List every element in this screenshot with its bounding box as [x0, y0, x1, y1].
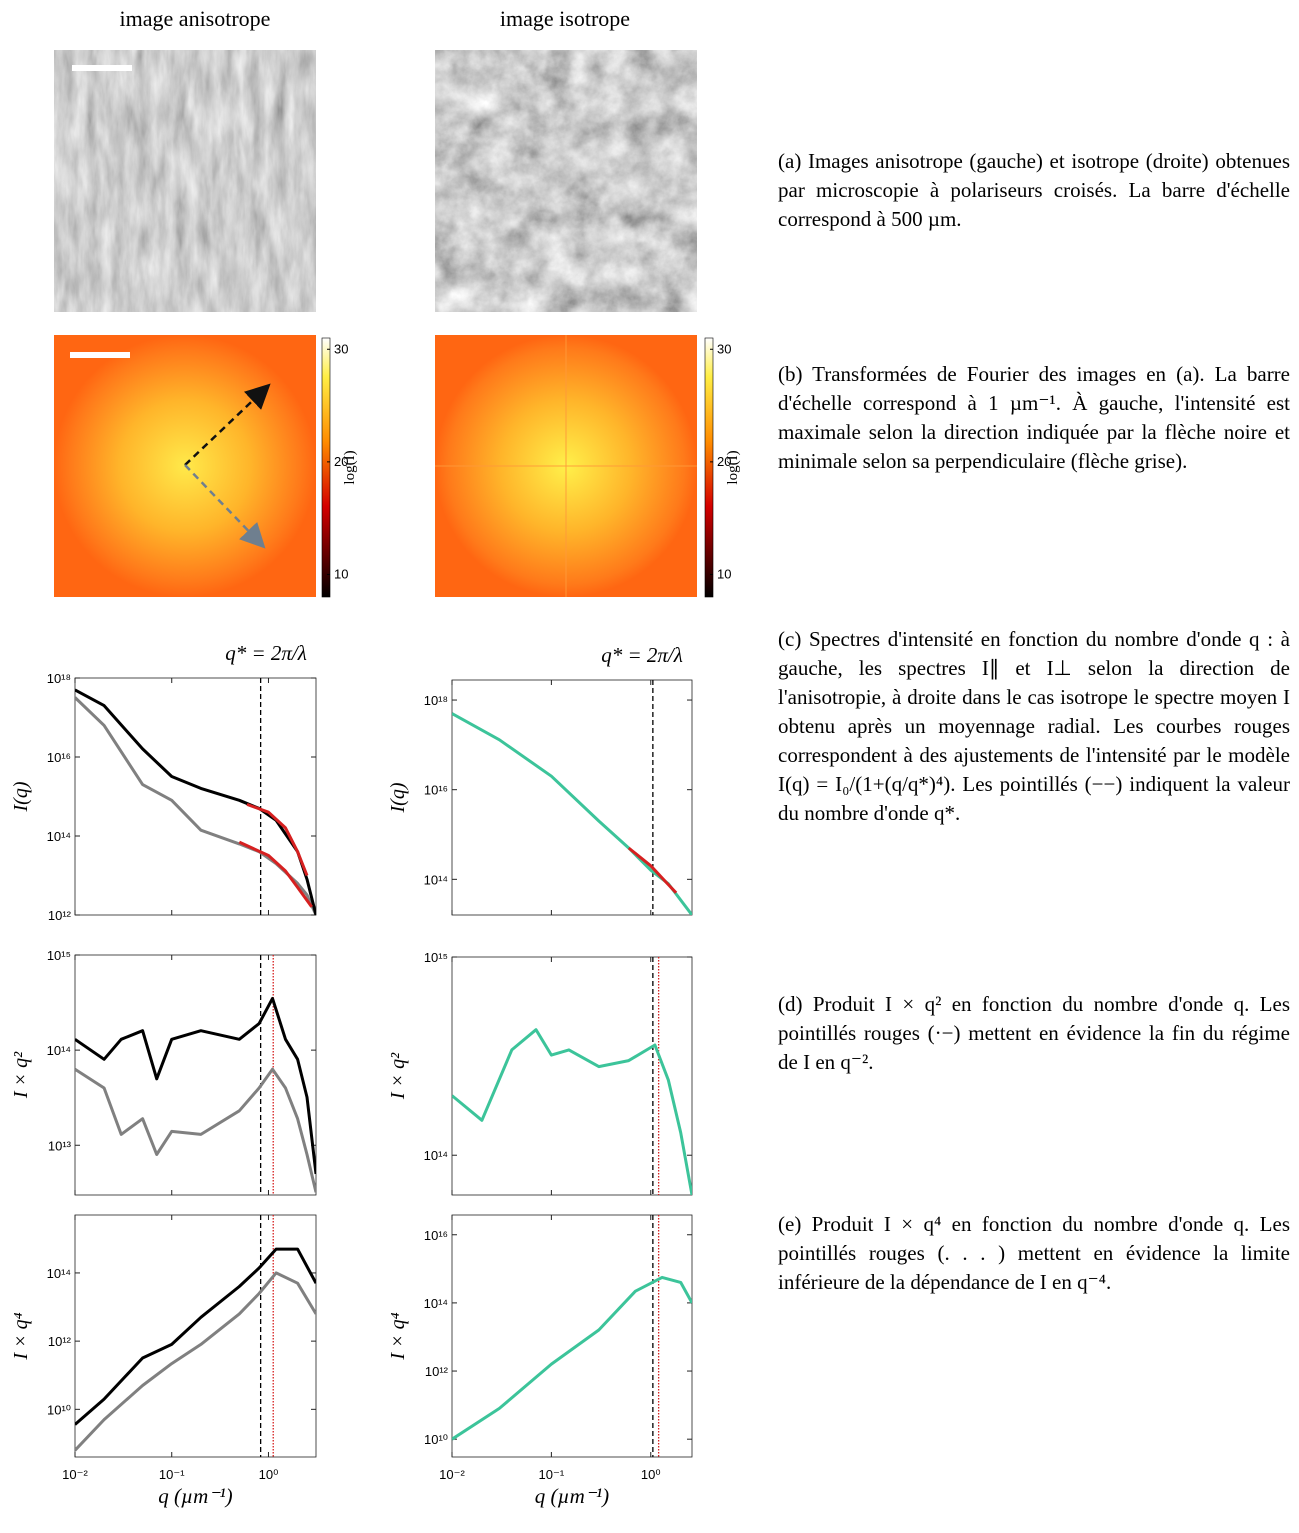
caption: (e) Produit I × q⁴ en fonction du nombre… — [778, 1212, 1290, 1294]
column-title: image isotrope — [500, 6, 630, 31]
microscopy-image — [54, 50, 316, 312]
scale-bar — [70, 352, 130, 358]
colorbar-tick-label: 20 — [717, 454, 731, 469]
x-tick-label: 10⁻² — [439, 1467, 465, 1482]
series-line — [75, 1067, 316, 1193]
y-axis-label: I × q² — [387, 1052, 409, 1100]
colorbar — [321, 337, 331, 598]
y-tick-label: 10¹⁶ — [424, 1228, 448, 1243]
arrow — [184, 464, 266, 549]
chart-title: q* = 2π/λ — [225, 641, 307, 665]
colorbar-tick-label: 20 — [334, 454, 348, 469]
y-tick-label: 10¹⁴ — [424, 1148, 448, 1163]
colorbar-label: log(I) — [725, 450, 741, 484]
axes-frame — [451, 1214, 693, 1458]
series-line — [75, 1247, 316, 1426]
y-tick-label: 10¹⁵ — [424, 950, 448, 965]
caption: (d) Produit I × q² en fonction du nombre… — [778, 992, 1290, 1074]
series-line — [627, 846, 678, 894]
y-axis-label: I × q² — [10, 1051, 32, 1099]
series-line — [452, 1275, 692, 1441]
axes-frame — [451, 956, 693, 1196]
y-axis-label: I × q⁴ — [10, 1312, 32, 1360]
series-line — [452, 1028, 692, 1195]
x-axis-label: q (µm⁻¹) — [535, 1484, 609, 1508]
series-line — [75, 996, 316, 1175]
x-axis-label: q (µm⁻¹) — [158, 1484, 232, 1508]
chart-title: q* = 2π/λ — [601, 643, 683, 667]
y-tick-label: 10¹⁴ — [424, 1296, 448, 1311]
column-title: image anisotrope — [120, 6, 271, 31]
y-tick-label: 10¹⁸ — [424, 693, 448, 708]
y-tick-label: 10¹⁴ — [47, 1266, 71, 1281]
caption: (b) Transformées de Fourier des images e… — [778, 362, 1290, 473]
colorbar-tick-label: 10 — [717, 566, 731, 581]
y-tick-label: 10¹³ — [48, 1138, 72, 1153]
axes-frame — [74, 954, 317, 1196]
y-tick-label: 10¹² — [48, 1334, 72, 1349]
series-line — [75, 1271, 316, 1452]
series-line — [246, 802, 309, 877]
y-tick-label: 10¹⁵ — [47, 948, 71, 963]
caption: (a) Images anisotrope (gauche) et isotro… — [778, 149, 1290, 231]
y-tick-label: 10¹⁸ — [47, 671, 71, 686]
x-tick-label: 10⁰ — [259, 1467, 279, 1482]
y-tick-label: 10¹⁶ — [424, 783, 448, 798]
y-tick-label: 10¹⁰ — [47, 1402, 71, 1417]
colorbar-tick-label: 30 — [334, 341, 348, 356]
arrow — [184, 383, 271, 466]
caption: (c) Spectres d'intensité en fonction du … — [778, 627, 1290, 825]
x-tick-label: 10⁻¹ — [159, 1467, 185, 1482]
series-line — [75, 696, 316, 915]
y-tick-label: 10¹² — [48, 908, 72, 923]
series-line — [238, 840, 313, 908]
y-tick-label: 10¹⁴ — [424, 872, 448, 887]
microscopy-image — [435, 50, 697, 312]
axes-frame — [74, 1214, 317, 1458]
y-tick-label: 10¹⁴ — [47, 829, 71, 844]
y-axis-label: I(q) — [10, 781, 32, 812]
colorbar-tick-label: 30 — [717, 341, 731, 356]
x-tick-label: 10⁰ — [641, 1467, 661, 1482]
y-axis-label: I × q⁴ — [387, 1312, 409, 1360]
y-tick-label: 10¹⁴ — [47, 1043, 71, 1058]
y-axis-label: I(q) — [387, 782, 409, 813]
y-tick-label: 10¹⁰ — [424, 1432, 448, 1447]
y-tick-label: 10¹⁶ — [47, 750, 71, 765]
x-tick-label: 10⁻² — [62, 1467, 88, 1482]
colorbar-tick-label: 10 — [334, 566, 348, 581]
colorbar — [704, 337, 714, 598]
y-tick-label: 10¹² — [425, 1364, 449, 1379]
colorbar-label: log(I) — [342, 450, 358, 484]
scale-bar — [72, 65, 132, 71]
x-tick-label: 10⁻¹ — [539, 1467, 565, 1482]
